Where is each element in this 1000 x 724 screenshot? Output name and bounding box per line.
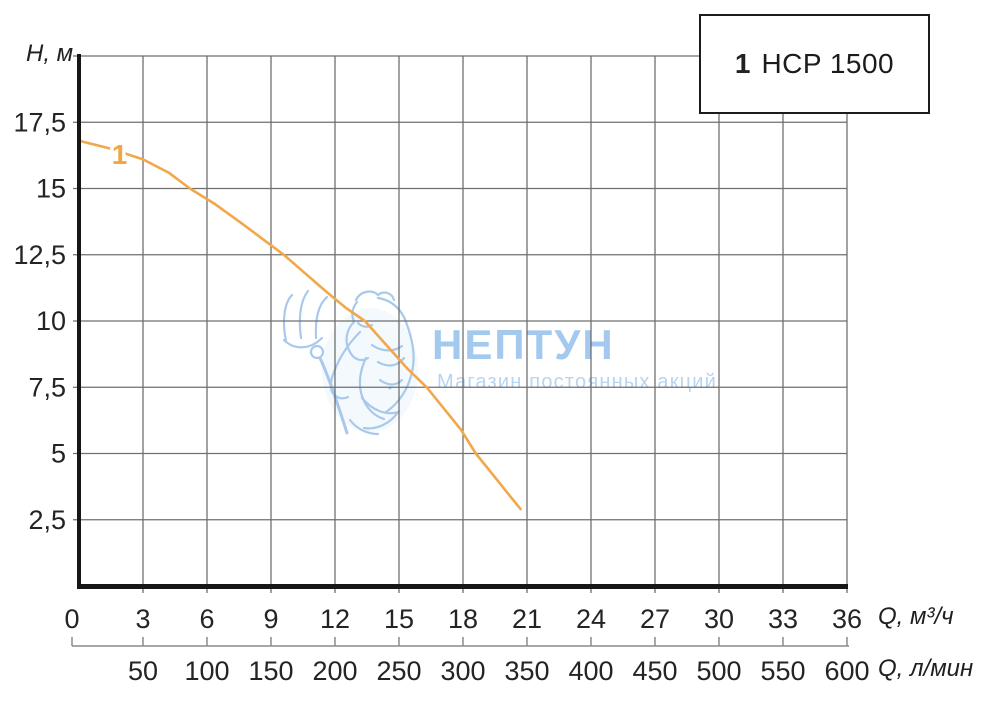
neptune-figure-path <box>360 396 401 430</box>
x-axis-m3h-tick-label: 27 <box>640 604 670 634</box>
x-axis-m3h-tick-label: 15 <box>384 604 414 634</box>
y-axis-tick-label: 2,5 <box>28 505 66 535</box>
x-axis-lmin-tick-label: 500 <box>696 656 741 686</box>
y-axis-tick-label: 15 <box>36 174 66 204</box>
x-axis-m3h-tick-label: 9 <box>263 604 278 634</box>
neptune-figure-path <box>330 390 350 400</box>
y-axis-tick-label: 10 <box>36 306 66 336</box>
x-axis-m3h-tick-label: 30 <box>704 604 734 634</box>
legend-series-index: 1 <box>734 48 751 79</box>
y-axis-unit-label: H, м <box>26 40 74 67</box>
legend: 1 HCP 1500 <box>699 14 930 114</box>
neptune-figure-path <box>378 378 404 386</box>
curve-index-label: 1 <box>112 139 128 170</box>
neptune-figure-path <box>376 296 415 414</box>
y-axis-tick-label: 12,5 <box>13 240 66 270</box>
legend-series-name: HCP 1500 <box>761 48 895 79</box>
x-axis-lmin-tick-label: 400 <box>568 656 613 686</box>
x-axis-lmin-tick-label: 250 <box>376 656 421 686</box>
x-axis-lmin-tick-label: 150 <box>248 656 293 686</box>
neptune-trident-path <box>314 295 329 340</box>
x-axis-lmin-tick-label: 450 <box>632 656 677 686</box>
watermark-title: НЕПТУН <box>432 321 615 368</box>
y-axis-tick-label: 7,5 <box>28 372 66 402</box>
neptune-trident-path <box>282 293 294 343</box>
x-axis-m3h-tick-label: 24 <box>576 604 606 634</box>
x-axis-m3h-tick-label: 21 <box>512 604 542 634</box>
neptune-figure-path <box>354 290 396 302</box>
neptune-trident-path <box>298 289 310 340</box>
y-axis-tick-label: 5 <box>51 439 66 469</box>
y-axis-tick-label: 17,5 <box>13 107 66 137</box>
x-axis-m3h-tick-label: 33 <box>768 604 798 634</box>
y-axis-line <box>77 54 81 589</box>
x-axis-m3h-unit-label: Q, м³/ч <box>878 603 954 630</box>
neptune-figure-path <box>358 356 386 421</box>
x-axis-lmin-tick-label: 100 <box>184 656 229 686</box>
x-axis-m3h-tick-label: 36 <box>832 604 862 634</box>
neptune-figure-path <box>348 418 380 436</box>
x-axis-m3h-tick-label: 6 <box>199 604 214 634</box>
x-axis-lmin-tick-label: 200 <box>312 656 357 686</box>
pump-curve-1 <box>77 139 522 511</box>
x-axis-lmin-tick-label: 350 <box>504 656 549 686</box>
neptune-trident-path <box>282 336 324 349</box>
neptune-figure-path <box>356 321 374 328</box>
neptune-figure-path <box>345 320 370 362</box>
x-axis-m3h-tick-label: 12 <box>320 604 350 634</box>
x-axis-lmin-tick-label: 550 <box>760 656 805 686</box>
x-axis-lmin-tick-label: 600 <box>824 656 869 686</box>
x-axis-m3h-tick-label: 3 <box>135 604 150 634</box>
x-axis-lmin-tick-label: 300 <box>440 656 485 686</box>
x-axis-line <box>77 584 848 589</box>
neptune-figure-path <box>376 356 406 367</box>
neptune-figure-path <box>370 343 404 352</box>
x-axis-lmin-unit-label: Q, л/мин <box>878 655 974 682</box>
neptune-trident-path <box>309 344 325 360</box>
x-axis-m3h-tick-label: 0 <box>64 604 79 634</box>
x-axis-lmin-tick-label: 50 <box>128 656 158 686</box>
neptune-figure-watermark <box>282 289 418 436</box>
neptune-figure-path <box>329 330 362 394</box>
x-axis-m3h-tick-label: 18 <box>448 604 478 634</box>
